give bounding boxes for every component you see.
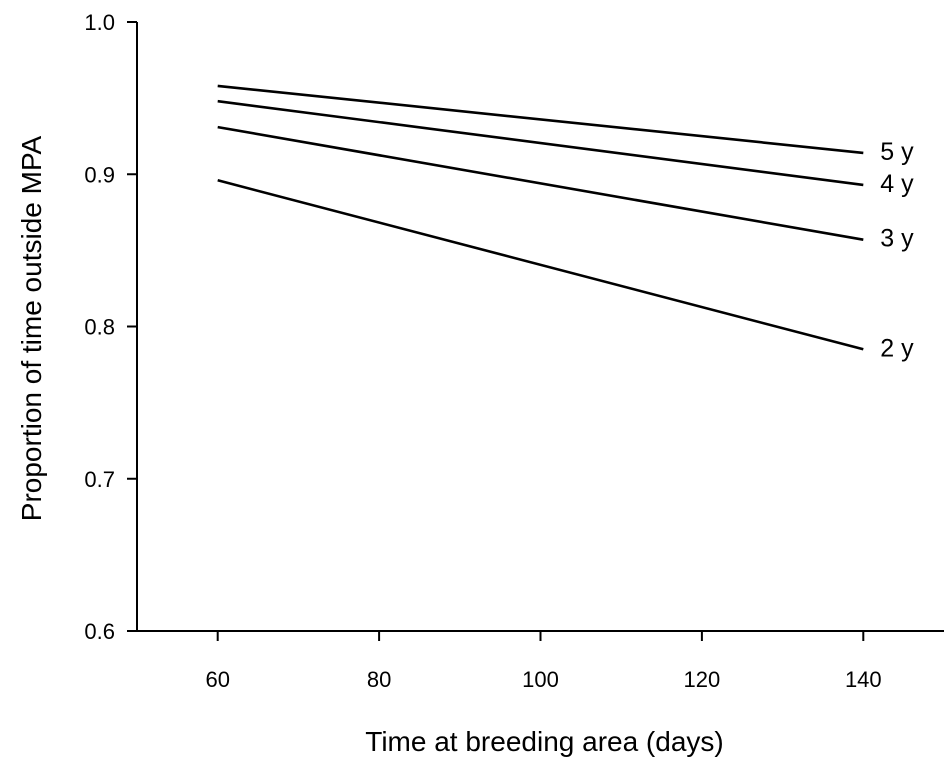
series-label: 3 y <box>880 225 914 253</box>
x-tick-label: 60 <box>205 667 229 692</box>
x-tick-label: 80 <box>367 667 391 692</box>
x-tick-label: 120 <box>684 667 721 692</box>
series-line <box>217 125 864 241</box>
y-axis-ticks: 0.6 0.7 0.8 0.9 1.0 <box>84 10 137 644</box>
axes <box>136 22 944 632</box>
y-tick-label: 1.0 <box>84 10 115 35</box>
x-axis-ticks: 60 80 100 120 140 <box>205 631 882 692</box>
x-tick-label: 100 <box>522 667 559 692</box>
series-label: 5 y <box>880 138 914 166</box>
y-tick-label: 0.9 <box>84 162 115 187</box>
x-tick-label: 140 <box>845 667 882 692</box>
series-line <box>217 84 864 155</box>
x-axis-title: Time at breeding area (days) <box>365 726 723 757</box>
y-tick-label: 0.8 <box>84 315 115 340</box>
y-tick-label: 0.6 <box>84 619 115 644</box>
series-line <box>217 99 864 187</box>
y-tick-label: 0.7 <box>84 467 115 492</box>
series-label: 2 y <box>880 334 914 362</box>
series-labels: 5 y 4 y 3 y 2 y <box>880 138 914 362</box>
y-axis-title: Proportion of time outside MPA <box>16 135 47 521</box>
series-lines <box>217 84 864 351</box>
series-label: 4 y <box>880 170 914 198</box>
series-line <box>217 179 864 351</box>
